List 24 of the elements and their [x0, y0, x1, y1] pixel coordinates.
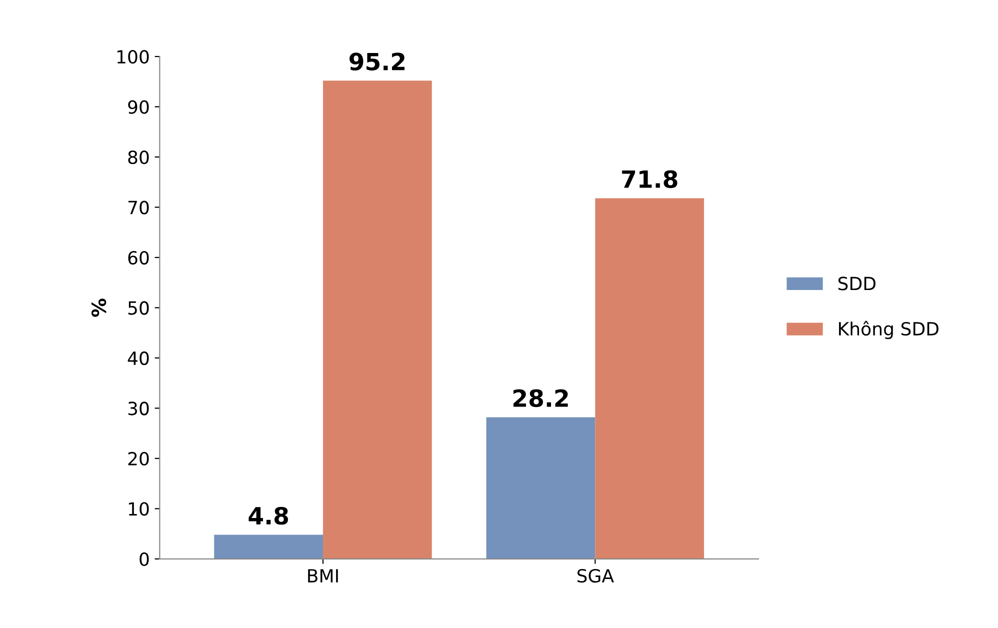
y-tick-label: 20: [128, 452, 149, 466]
y-tick-label: 80: [128, 150, 149, 164]
y-tick-label: 0: [140, 552, 149, 566]
y-tick-label: 100: [117, 50, 149, 64]
y-tick-label: 50: [128, 301, 149, 315]
y-tick-label: 60: [128, 250, 149, 265]
bar: [214, 534, 323, 559]
y-tick-label: 40: [128, 351, 149, 366]
bar: [486, 417, 596, 559]
data-label: 4.8: [248, 506, 288, 525]
y-axis-title: %: [91, 298, 106, 317]
legend-label: Không SDD: [839, 320, 938, 340]
data-label: 71.8: [622, 170, 678, 188]
x-tick-label: BMI: [308, 569, 338, 582]
y-tick-label: 10: [128, 502, 149, 516]
legend-label: SDD: [838, 276, 876, 290]
y-tick-label: 30: [128, 402, 149, 416]
x-tick-label: SGA: [577, 568, 614, 583]
data-label: 28.2: [513, 389, 568, 408]
bar: [595, 198, 704, 559]
y-tick-label: 70: [128, 200, 149, 214]
y-tick-label: 90: [128, 100, 149, 114]
data-label: 95.2: [350, 52, 405, 71]
bar: [322, 80, 432, 559]
